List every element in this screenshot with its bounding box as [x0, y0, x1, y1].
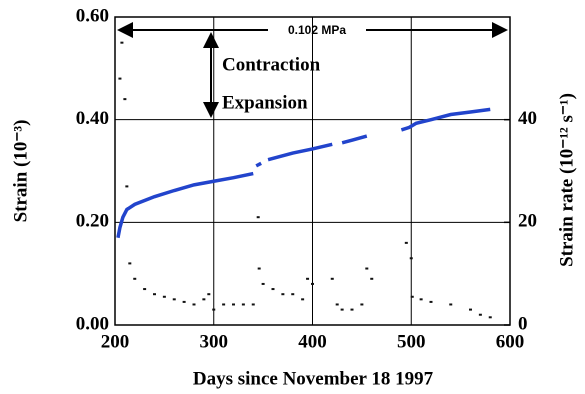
point — [271, 288, 275, 291]
point — [350, 308, 354, 311]
y2-axis-label: Strain rate (10⁻¹² s⁻¹) — [556, 93, 577, 267]
point — [192, 303, 196, 306]
point — [404, 241, 408, 244]
point — [172, 298, 176, 301]
point — [301, 298, 305, 301]
x-tick-label: 400 — [298, 331, 327, 352]
point — [291, 293, 295, 296]
point — [251, 303, 255, 306]
point — [241, 303, 245, 306]
point — [419, 298, 423, 301]
point — [256, 216, 260, 219]
point — [125, 185, 129, 188]
point — [222, 303, 226, 306]
label-bg — [268, 22, 366, 38]
point — [232, 303, 235, 306]
point — [330, 277, 334, 280]
point — [365, 267, 369, 270]
y-tick-label: 0.40 — [76, 108, 109, 129]
x-tick-label: 200 — [101, 331, 130, 352]
point — [123, 98, 127, 101]
point — [360, 303, 364, 306]
point — [469, 308, 472, 311]
point — [449, 303, 453, 306]
point — [410, 295, 414, 298]
point — [306, 277, 310, 280]
y-axis-label: Strain (10⁻³) — [10, 120, 31, 223]
annotation: Expansion — [222, 92, 308, 113]
point — [118, 77, 122, 80]
point — [207, 293, 211, 296]
y-tick-label: 0.00 — [76, 313, 109, 334]
series-line — [116, 107, 491, 239]
y-tick-label: 0.20 — [76, 211, 109, 232]
point — [261, 282, 265, 285]
pressure-label: 0.102 MPa — [288, 23, 346, 37]
point — [202, 298, 206, 301]
point — [409, 257, 413, 260]
point — [143, 288, 147, 291]
point — [133, 277, 137, 280]
point — [340, 308, 344, 311]
point — [153, 293, 156, 296]
y2-tick-label: 40 — [518, 108, 537, 129]
y2-tick-label: 0 — [518, 313, 528, 334]
y-tick-label: 0.60 — [76, 5, 109, 26]
point — [370, 277, 374, 280]
point — [335, 303, 339, 306]
point — [212, 308, 216, 311]
point — [257, 267, 261, 270]
point — [281, 293, 285, 296]
point — [429, 300, 433, 303]
y2-tick-label: 20 — [518, 211, 537, 232]
point — [128, 262, 132, 265]
point — [311, 282, 314, 285]
point — [478, 313, 482, 316]
point — [162, 295, 166, 298]
x-tick-label: 300 — [200, 331, 229, 352]
point — [488, 316, 492, 319]
point — [120, 41, 124, 44]
x-axis-label: Days since November 18 1997 — [193, 368, 434, 389]
x-tick-label: 500 — [397, 331, 426, 352]
annotation: Contraction — [222, 54, 321, 75]
x-tick-label: 600 — [496, 331, 525, 352]
point — [182, 300, 186, 303]
